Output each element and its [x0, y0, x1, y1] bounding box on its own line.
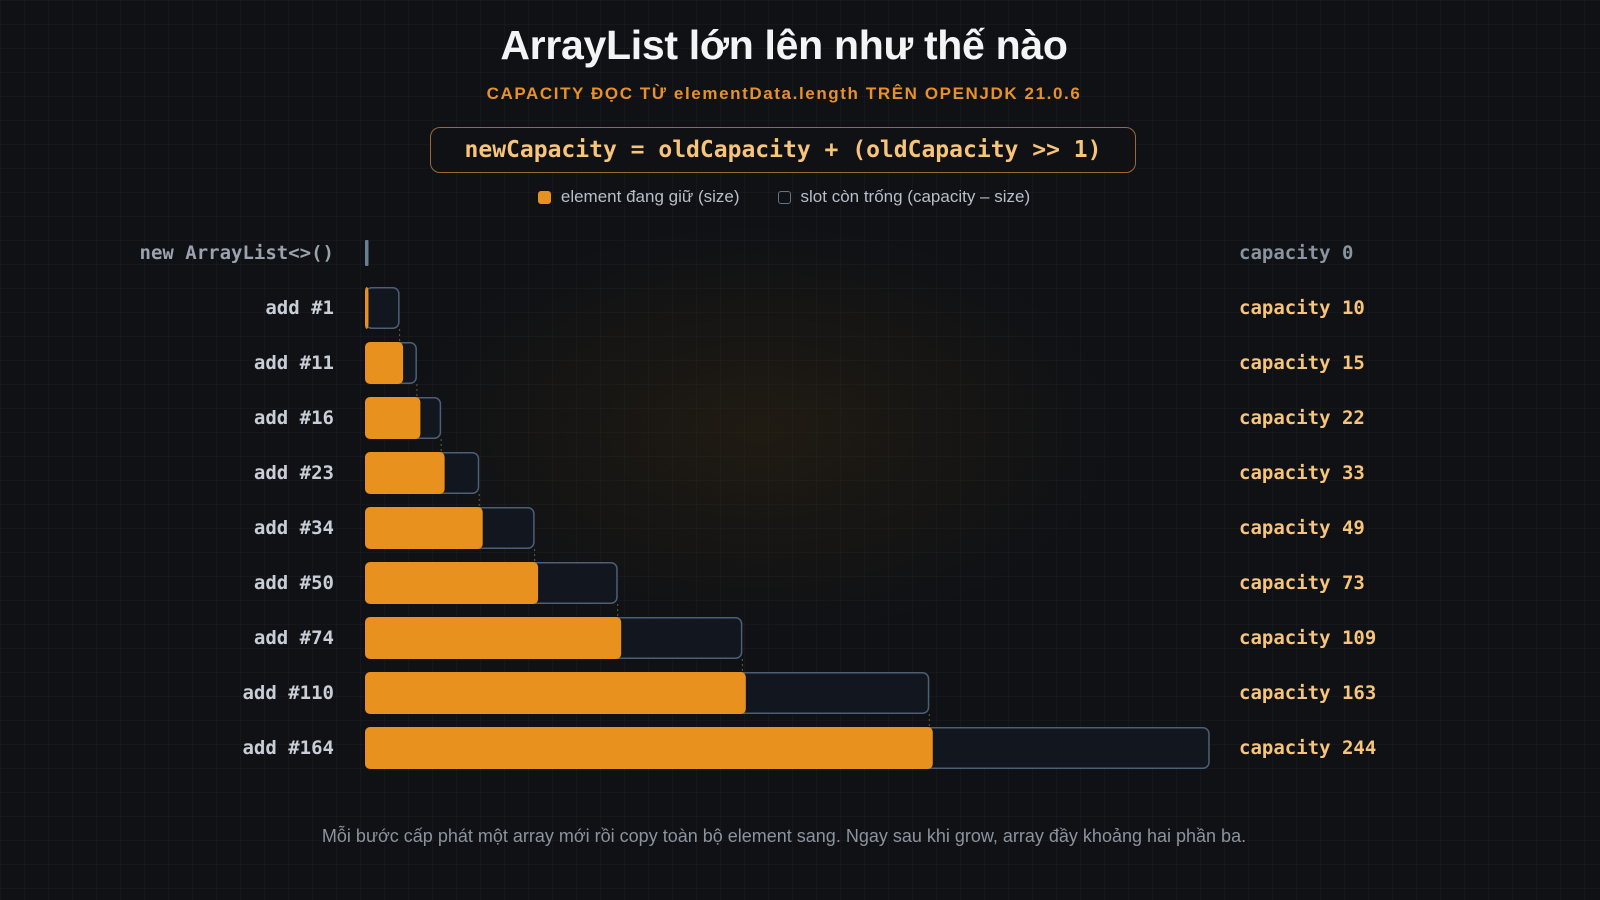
- growth-formula: newCapacity = oldCapacity + (oldCapacity…: [430, 127, 1136, 173]
- chart-title: ArrayList lớn lên như thế nào: [500, 22, 1068, 68]
- capacity-label: capacity 109: [1239, 627, 1376, 649]
- legend-swatch-size: [537, 190, 551, 204]
- size-bar: [365, 727, 933, 769]
- row-label: add #16: [254, 407, 334, 429]
- row-label: add #1: [265, 297, 334, 319]
- row-label: add #34: [254, 517, 334, 539]
- size-bar: [365, 397, 421, 439]
- size-bar: [365, 562, 539, 604]
- capacity-bar: [365, 287, 400, 329]
- row-label: new ArrayList<>(): [140, 242, 334, 264]
- capacity-label: capacity 22: [1239, 407, 1365, 429]
- row-label: add #50: [254, 572, 334, 594]
- legend-swatch-empty: [777, 190, 791, 204]
- row-label: add #11: [254, 352, 334, 374]
- size-bar: [365, 507, 483, 549]
- size-bar: [365, 342, 404, 384]
- size-bar: [365, 617, 622, 659]
- legend-item-size: element đang giữ (size): [537, 187, 740, 207]
- chart-subtitle: CAPACITY ĐỌC TỪ elementData.length TRÊN …: [486, 84, 1082, 103]
- size-bar: [365, 672, 746, 714]
- capacity-label: capacity 49: [1239, 517, 1365, 539]
- legend-label-size: element đang giữ (size): [560, 187, 740, 206]
- capacity-label: capacity 163: [1239, 682, 1376, 704]
- legend-label-empty: slot còn trống (capacity – size): [800, 187, 1031, 206]
- row-label: add #74: [254, 627, 334, 649]
- row-label: add #110: [242, 682, 334, 704]
- capacity-label: capacity 33: [1239, 462, 1365, 484]
- capacity-label: capacity 0: [1239, 242, 1353, 264]
- size-bar: [365, 452, 445, 494]
- row-label: add #23: [254, 462, 334, 484]
- size-bar: [365, 287, 369, 329]
- empty-capacity-marker: [365, 240, 369, 266]
- legend-item-empty: slot còn trống (capacity – size): [777, 187, 1031, 207]
- capacity-label: capacity 244: [1239, 737, 1376, 759]
- capacity-label: capacity 10: [1239, 297, 1365, 319]
- legend: element đang giữ (size) slot còn trống (…: [0, 187, 1568, 207]
- capacity-bar-chart: new ArrayList<>() capacity 0 add #1 capacit…: [140, 240, 1376, 769]
- footer-note: Mỗi bước cấp phát một array mới rồi copy…: [321, 826, 1247, 846]
- capacity-label: capacity 15: [1239, 352, 1365, 374]
- row-label: add #164: [242, 737, 334, 759]
- capacity-label: capacity 73: [1239, 572, 1365, 594]
